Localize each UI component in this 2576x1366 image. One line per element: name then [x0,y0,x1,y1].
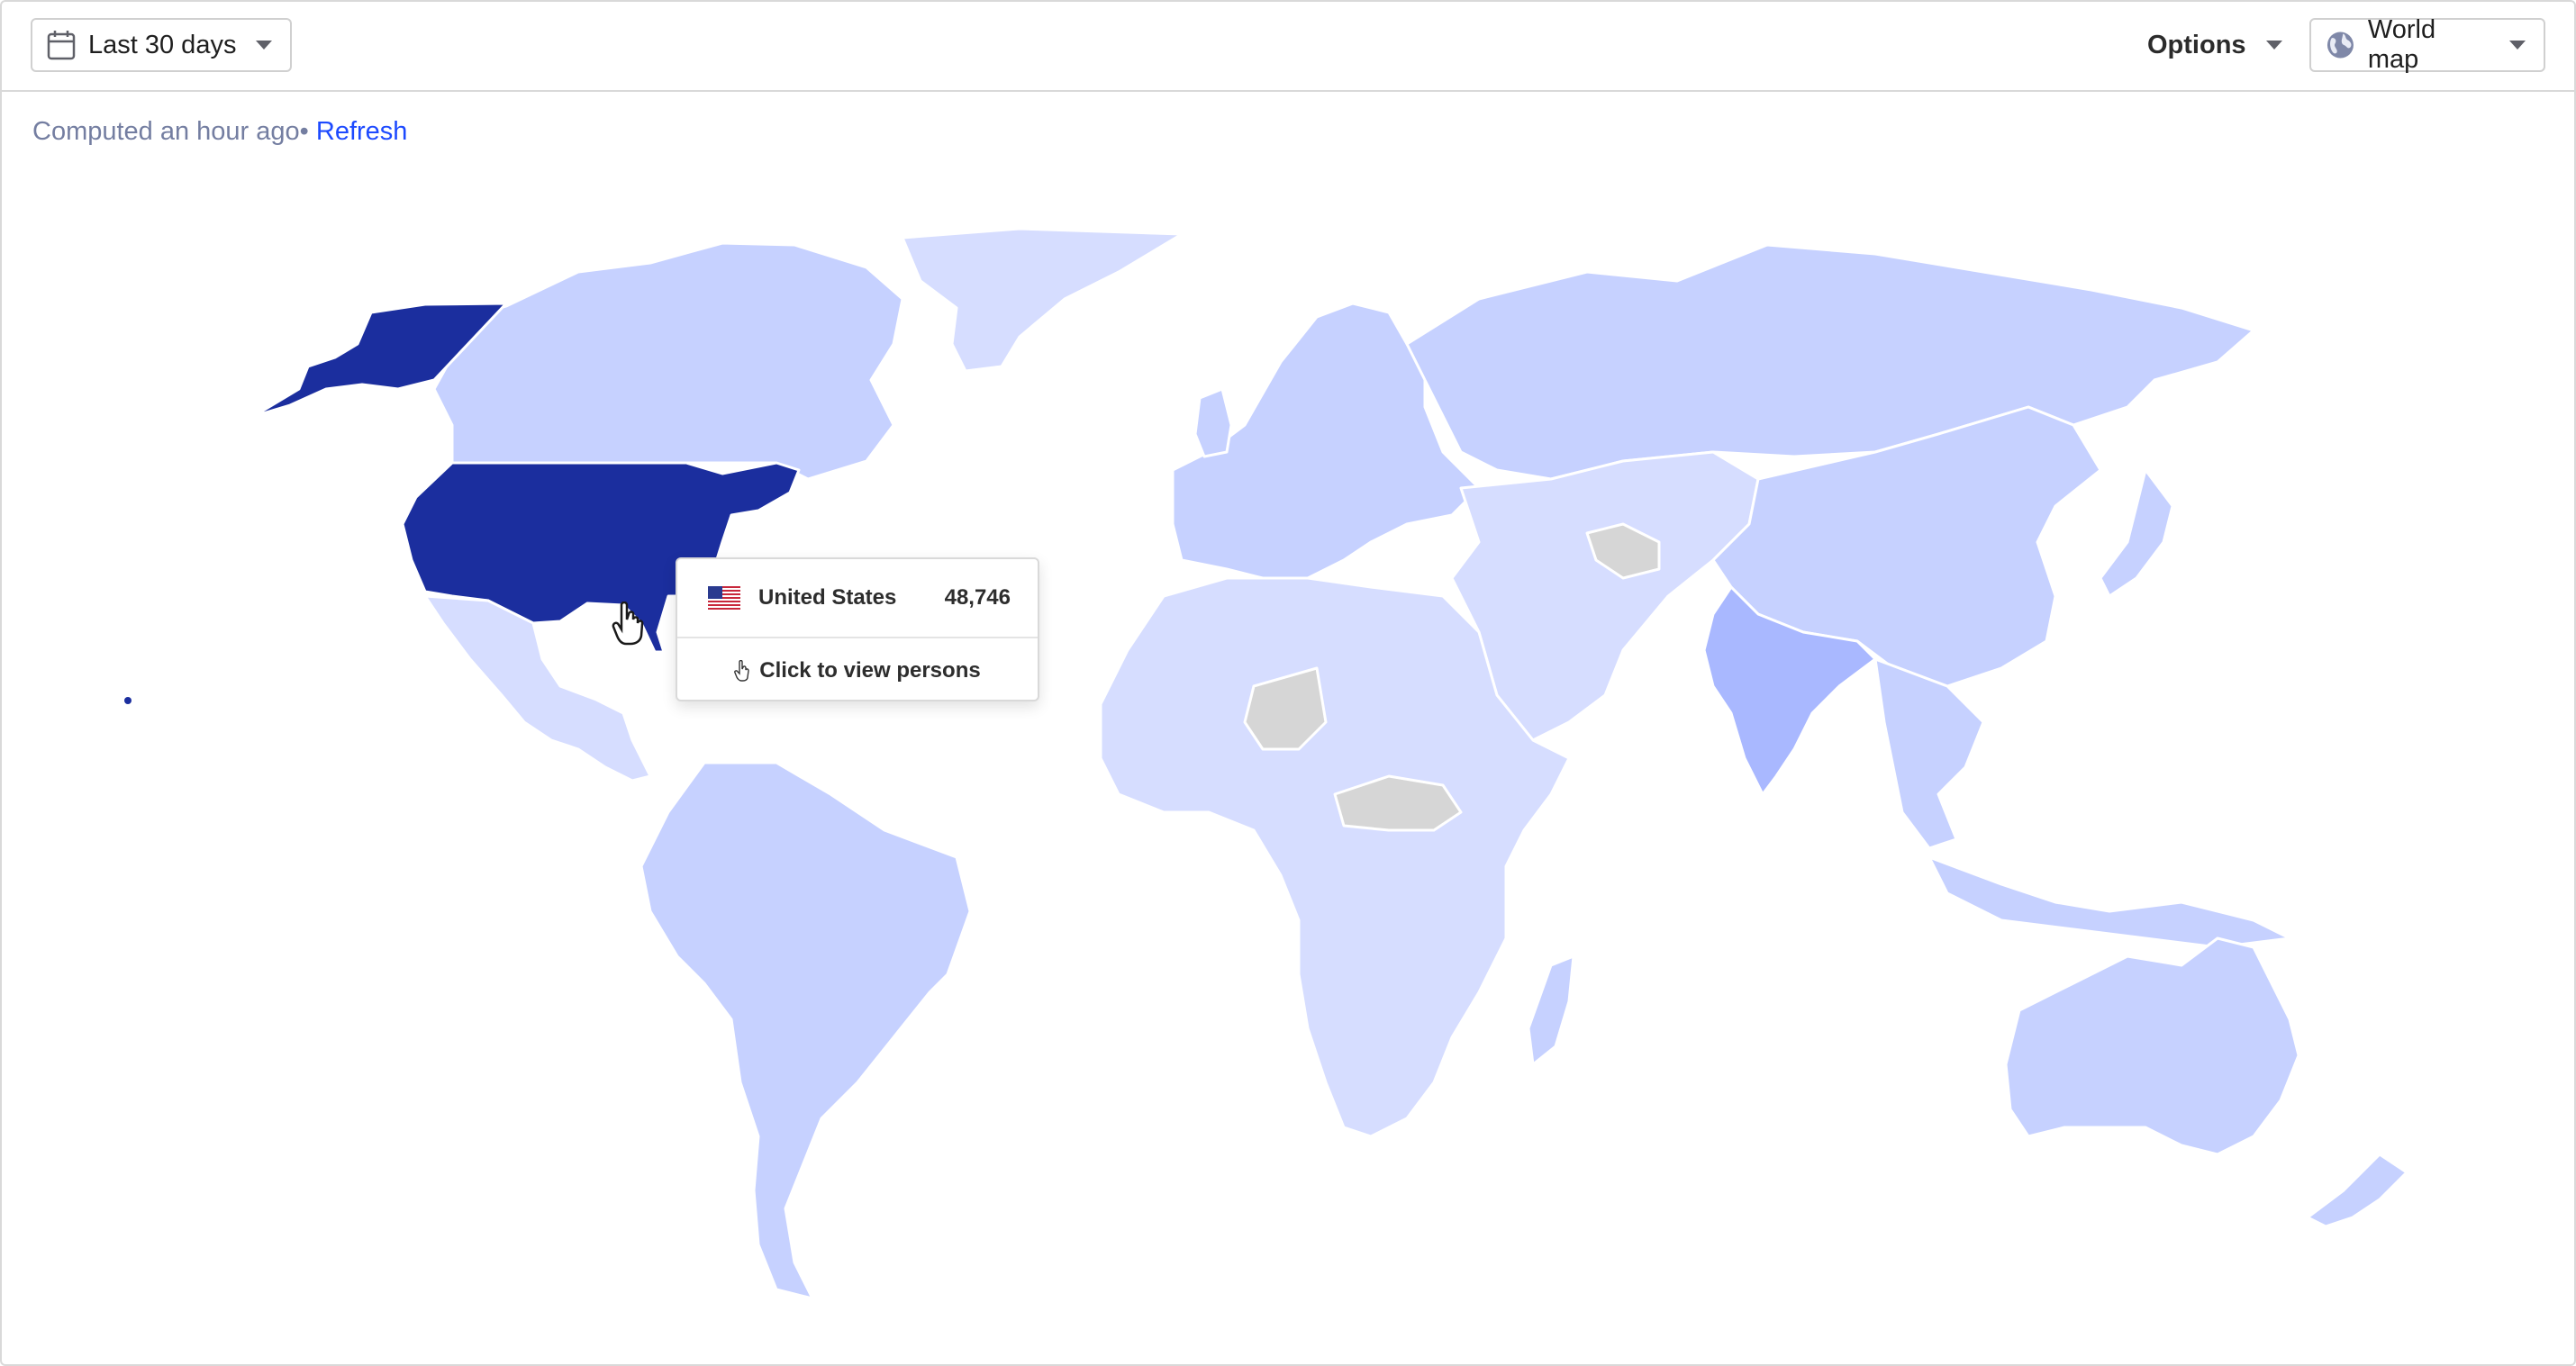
region-no-data-1 [1243,666,1328,751]
chevron-down-icon [256,41,273,50]
country-south-america[interactable] [639,761,972,1300]
country-indonesia[interactable] [1927,855,2291,949]
tooltip-country-value: 48,746 [944,585,1011,610]
country-india[interactable] [1702,585,1877,796]
hand-cursor-icon [612,602,644,646]
separator-dot: • [299,117,309,146]
country-hawaii[interactable] [124,697,132,704]
pointer-icon [734,660,749,682]
country-greenland[interactable] [901,227,1184,373]
toolbar: Last 30 days Options World map [2,2,2574,92]
country-new-zealand[interactable] [2306,1153,2408,1228]
world-map [124,227,2408,1300]
country-united-kingdom[interactable] [1193,387,1233,458]
computed-text: Computed an hour ago [32,117,300,146]
country-russia[interactable] [1405,243,2255,481]
chevron-down-icon [2509,41,2526,50]
tooltip-country-name: United States [758,585,897,610]
globe-icon [2327,32,2354,59]
options-label: Options [2147,30,2246,59]
computed-status: Computed an hour ago• Refresh [32,117,407,147]
country-madagascar[interactable] [1527,954,1575,1066]
options-button[interactable]: Options [2131,18,2302,72]
tooltip-header: United States 48,746 [677,559,1038,638]
country-australia[interactable] [2004,936,2300,1156]
date-range-picker[interactable]: Last 30 days [31,18,293,72]
country-central-asia[interactable] [1450,450,1760,742]
country-japan[interactable] [2099,468,2174,598]
view-persons-action[interactable]: Click to view persons [677,638,1038,703]
chevron-down-icon [2265,41,2282,50]
view-type-select[interactable]: World map [2309,15,2545,74]
country-africa[interactable] [1099,576,1571,1138]
country-tooltip: United States 48,746 Click to view perso… [676,557,1039,701]
country-europe[interactable] [1171,302,1481,580]
country-southeast-asia[interactable] [1873,657,1985,850]
view-persons-label: Click to view persons [759,658,981,683]
country-canada[interactable] [432,241,904,481]
us-flag-icon [708,586,740,610]
country-united-states[interactable] [401,461,801,654]
country-alaska[interactable] [252,302,508,418]
date-range-label: Last 30 days [88,30,237,59]
calendar-icon [47,31,76,60]
refresh-link[interactable]: Refresh [315,117,408,146]
view-type-label: World map [2367,15,2436,74]
region-no-data-3 [1585,522,1661,580]
region-no-data-2 [1333,774,1463,832]
country-mexico[interactable] [423,594,652,783]
